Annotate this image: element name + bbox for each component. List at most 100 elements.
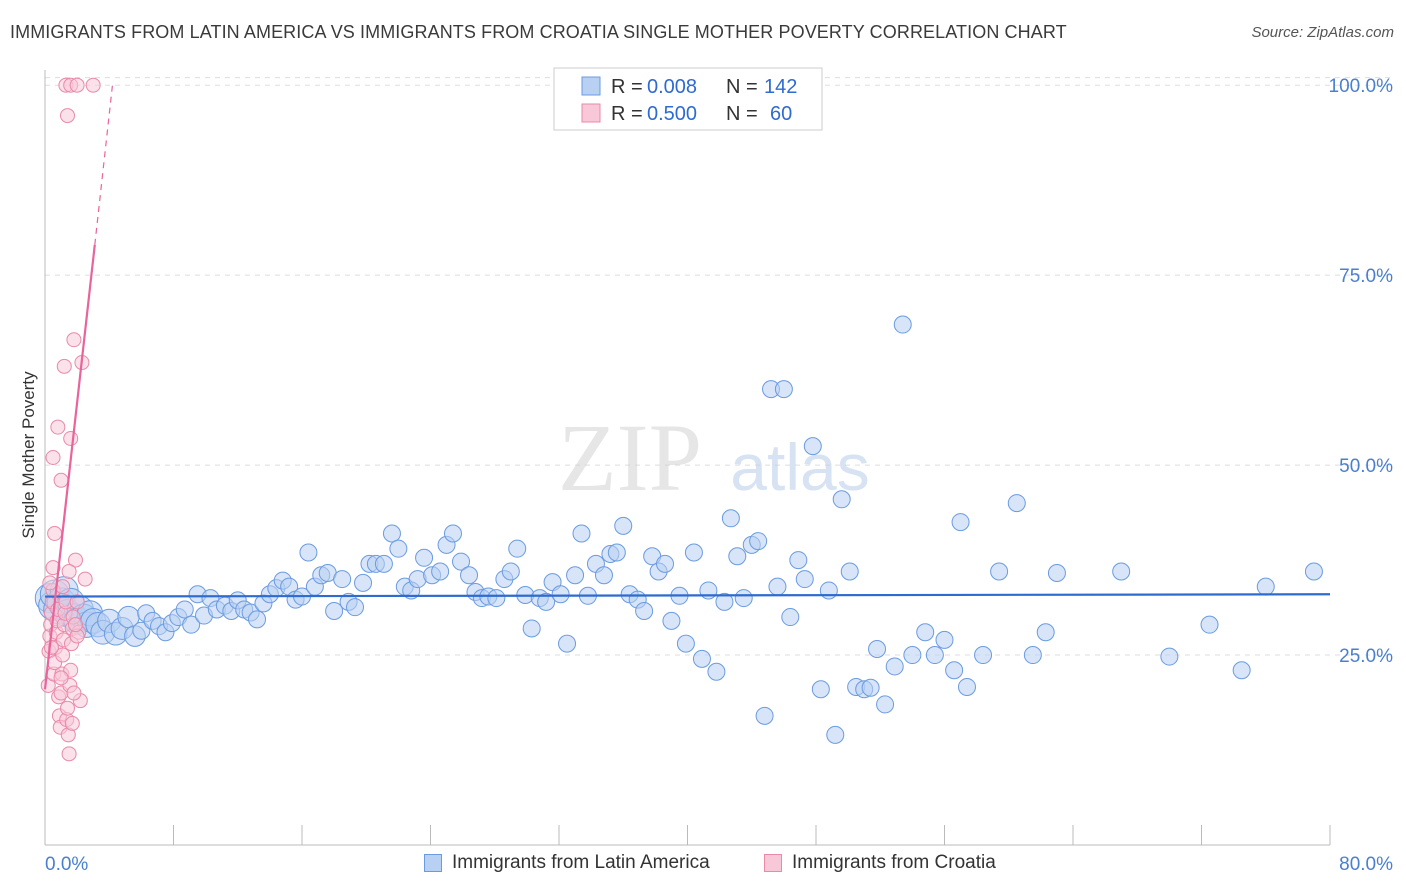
data-point [715, 592, 734, 611]
data-point [333, 570, 352, 589]
data-point [389, 539, 408, 558]
data-point [61, 563, 77, 579]
stats-swatch-croatia [581, 103, 601, 123]
legend-swatch-latin-america [424, 854, 442, 872]
data-point [1007, 494, 1026, 513]
data-point [551, 585, 570, 604]
data-point [734, 589, 753, 608]
data-point [662, 611, 681, 630]
stats-box: R = 0.008 N = 142 R = 0.500 N = 60 [553, 67, 823, 131]
data-point [431, 562, 450, 581]
data-point [676, 634, 695, 653]
data-point [346, 598, 365, 617]
data-point [299, 543, 318, 562]
data-point [182, 615, 201, 634]
legend-item-latin-america[interactable]: Immigrants from Latin America [424, 852, 710, 874]
data-point [1036, 623, 1055, 642]
data-point [868, 639, 887, 658]
stats-r-label-2: R = [611, 103, 643, 125]
data-point [443, 524, 462, 543]
data-point [175, 600, 194, 619]
data-point [990, 562, 1009, 581]
data-point [53, 670, 69, 686]
data-point [916, 623, 935, 642]
data-point [1304, 562, 1323, 581]
data-point [45, 560, 61, 576]
data-point [957, 677, 976, 696]
stats-r-value-2: 0.500 [647, 103, 697, 125]
y-tick-label: 75.0% [1339, 266, 1393, 287]
data-point [635, 601, 654, 620]
x-tick-label-min: 0.0% [45, 854, 88, 875]
legend-label-latin-america: Immigrants from Latin America [452, 852, 710, 873]
data-point [684, 543, 703, 562]
data-point [826, 725, 845, 744]
data-point [803, 437, 822, 456]
data-point [1232, 661, 1251, 680]
data-point [774, 380, 793, 399]
stats-n-value-2: 60 [770, 103, 792, 125]
data-point [819, 581, 838, 600]
data-point [59, 700, 75, 716]
chart-title: IMMIGRANTS FROM LATIN AMERICA VS IMMIGRA… [10, 22, 1067, 42]
data-point [656, 554, 675, 573]
y-tick-label: 50.0% [1339, 456, 1393, 477]
stats-r-value-1: 0.008 [647, 76, 697, 98]
data-point [45, 450, 61, 465]
data-point [460, 566, 479, 585]
data-point [248, 610, 267, 629]
legend-swatch-croatia [764, 854, 782, 872]
data-point [721, 509, 740, 528]
data-point [68, 552, 84, 568]
data-point [59, 108, 75, 124]
data-point [1023, 646, 1042, 665]
data-point [903, 646, 922, 665]
data-point [935, 630, 954, 649]
data-point [508, 539, 527, 558]
data-point [64, 715, 80, 731]
stats-swatch-latin-america [581, 76, 601, 96]
data-point [566, 566, 585, 585]
data-point [53, 472, 69, 488]
data-point [1200, 615, 1219, 634]
data-point [945, 661, 964, 680]
data-point [974, 646, 993, 665]
data-point [728, 547, 747, 566]
data-point [707, 662, 726, 681]
data-point [572, 524, 591, 543]
data-point [63, 431, 79, 447]
stats-n-value-1: 142 [764, 76, 797, 98]
source-label: Source: ZipAtlas.com [1251, 24, 1394, 41]
data-point [55, 647, 71, 663]
axes [44, 70, 1331, 846]
data-point [43, 639, 59, 655]
data-point [925, 646, 944, 665]
trend-line-croatia [43, 244, 96, 690]
data-point [325, 601, 344, 620]
grid-lines [45, 77, 1395, 656]
data-point [594, 566, 613, 585]
trend-line-extension-croatia [94, 85, 114, 245]
data-point [614, 516, 633, 535]
data-point [66, 685, 82, 701]
data-point [861, 678, 880, 697]
stats-n-label-1: N = [726, 76, 758, 98]
data-point [47, 525, 63, 541]
legend: Immigrants from Latin America Immigrants… [0, 852, 1406, 878]
data-point [840, 562, 859, 581]
data-point [755, 706, 774, 725]
data-point [876, 695, 895, 714]
watermark-zip: ZIP [558, 404, 702, 511]
data-point [1256, 577, 1275, 596]
data-point [69, 77, 85, 93]
data-point [885, 657, 904, 676]
data-point [607, 543, 626, 562]
data-point [768, 577, 787, 596]
legend-item-croatia[interactable]: Immigrants from Croatia [764, 852, 996, 874]
data-point [795, 570, 814, 589]
data-point [68, 617, 84, 633]
data-point [501, 562, 520, 581]
data-point [1112, 562, 1131, 581]
data-point [537, 592, 556, 611]
